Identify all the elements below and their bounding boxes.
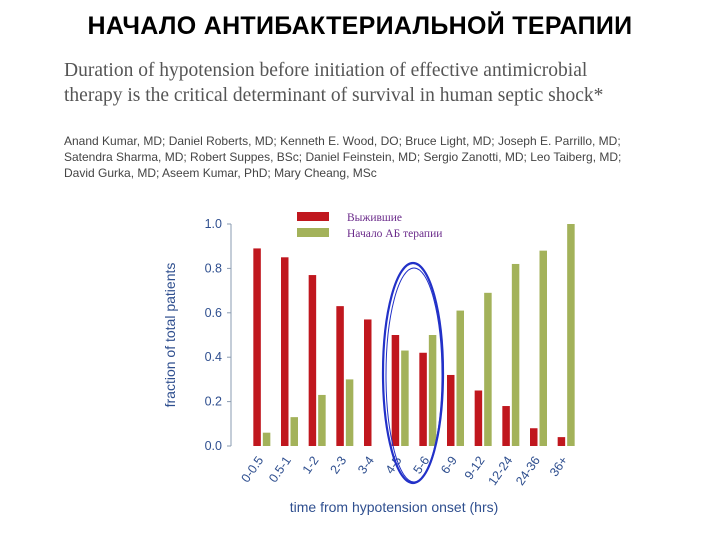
- bar-ab-start-6-9: [456, 310, 464, 446]
- bar-ab-start-24-36: [539, 250, 547, 446]
- bar-survivors-3-4: [364, 319, 372, 446]
- bar-ab-start-2-3: [345, 379, 354, 446]
- y-tick-label: 0.2: [205, 395, 222, 409]
- x-tick-label: 3-4: [355, 454, 377, 477]
- authors-line-3: David Gurka, MD; Aseem Kumar, PhD; Mary …: [64, 166, 377, 180]
- paper-title: Duration of hypotension before initiatio…: [64, 58, 704, 108]
- highlight-ellipse: [381, 261, 445, 485]
- y-tick-label: 1.0: [205, 217, 222, 231]
- x-tick-label: 12-24: [485, 454, 515, 488]
- bar-survivors-9-12: [474, 390, 483, 446]
- chart: 0.0 0.2 0.4 0.6 0.8 1.0 fraction of total pati…: [150, 205, 590, 535]
- y-tick-label: 0.8: [205, 261, 222, 275]
- legend-swatch: [297, 212, 329, 221]
- bar-survivors-5-6: [419, 352, 427, 446]
- authors-line-1: Anand Kumar, MD; Daniel Roberts, MD; Ken…: [64, 134, 621, 148]
- x-tick-label: 9-12: [462, 454, 488, 483]
- y-tick-label: 0.6: [205, 306, 222, 320]
- bar-ab-start-9-12: [484, 292, 492, 446]
- bar-survivors-24-36: [530, 428, 538, 446]
- x-tick-label: 24-36: [513, 454, 543, 488]
- author-list: Anand Kumar, MD; Daniel Roberts, MD; Ken…: [64, 133, 704, 181]
- x-tick-label: 0.5-1: [266, 454, 294, 485]
- bar-ab-start-1-2: [318, 394, 326, 446]
- legend-label: Выжившие: [347, 212, 402, 224]
- highlight-ellipse-inner: [385, 267, 443, 483]
- bar-survivors-4-5: [391, 335, 400, 446]
- y-tick-label: 0.4: [205, 350, 222, 364]
- x-tick-label: 2-3: [327, 454, 349, 477]
- paper-title-line-1: Duration of hypotension before initiatio…: [64, 60, 588, 81]
- legend-label: Начало АБ терапии: [347, 228, 442, 240]
- bar-ab-start-4-5: [401, 350, 409, 446]
- x-axis-label: time from hypotension onset (hrs): [290, 499, 499, 515]
- y-axis-label: fraction of total patients: [162, 263, 178, 408]
- bar-survivors-1-2: [308, 275, 317, 446]
- bar-ab-start-12-24: [511, 263, 520, 446]
- bar-ab-start-36+: [567, 224, 575, 446]
- x-tick-label: 36+: [547, 454, 571, 479]
- bar-survivors-0.5-1: [281, 257, 289, 446]
- x-tick-label: 0-0.5: [238, 454, 266, 485]
- bar-survivors-12-24: [502, 406, 510, 446]
- chart-svg: 0.0 0.2 0.4 0.6 0.8 1.0 fraction of total pati…: [162, 212, 575, 515]
- bar-survivors-2-3: [336, 306, 344, 446]
- x-tick-label: 6-9: [438, 454, 460, 477]
- bar-ab-start-0-0.5: [262, 432, 271, 446]
- bar-survivors-6-9: [447, 374, 455, 446]
- bar-survivors-36+: [557, 437, 566, 446]
- bar-survivors-0-0.5: [253, 248, 261, 446]
- authors-line-2: Satendra Sharma, MD; Robert Suppes, BSc;…: [64, 150, 622, 164]
- x-tick-label: 1-2: [300, 454, 322, 477]
- bar-ab-start-0.5-1: [290, 417, 298, 446]
- slide-title: НАЧАЛО АНТИБАКТЕРИАЛЬНОЙ ТЕРАПИИ: [87, 12, 633, 40]
- legend-swatch: [297, 228, 329, 237]
- bar-ab-start-5-6: [428, 335, 437, 446]
- y-tick-label: 0.0: [205, 439, 222, 453]
- paper-title-line-2: therapy is the critical determinant of s…: [64, 85, 604, 106]
